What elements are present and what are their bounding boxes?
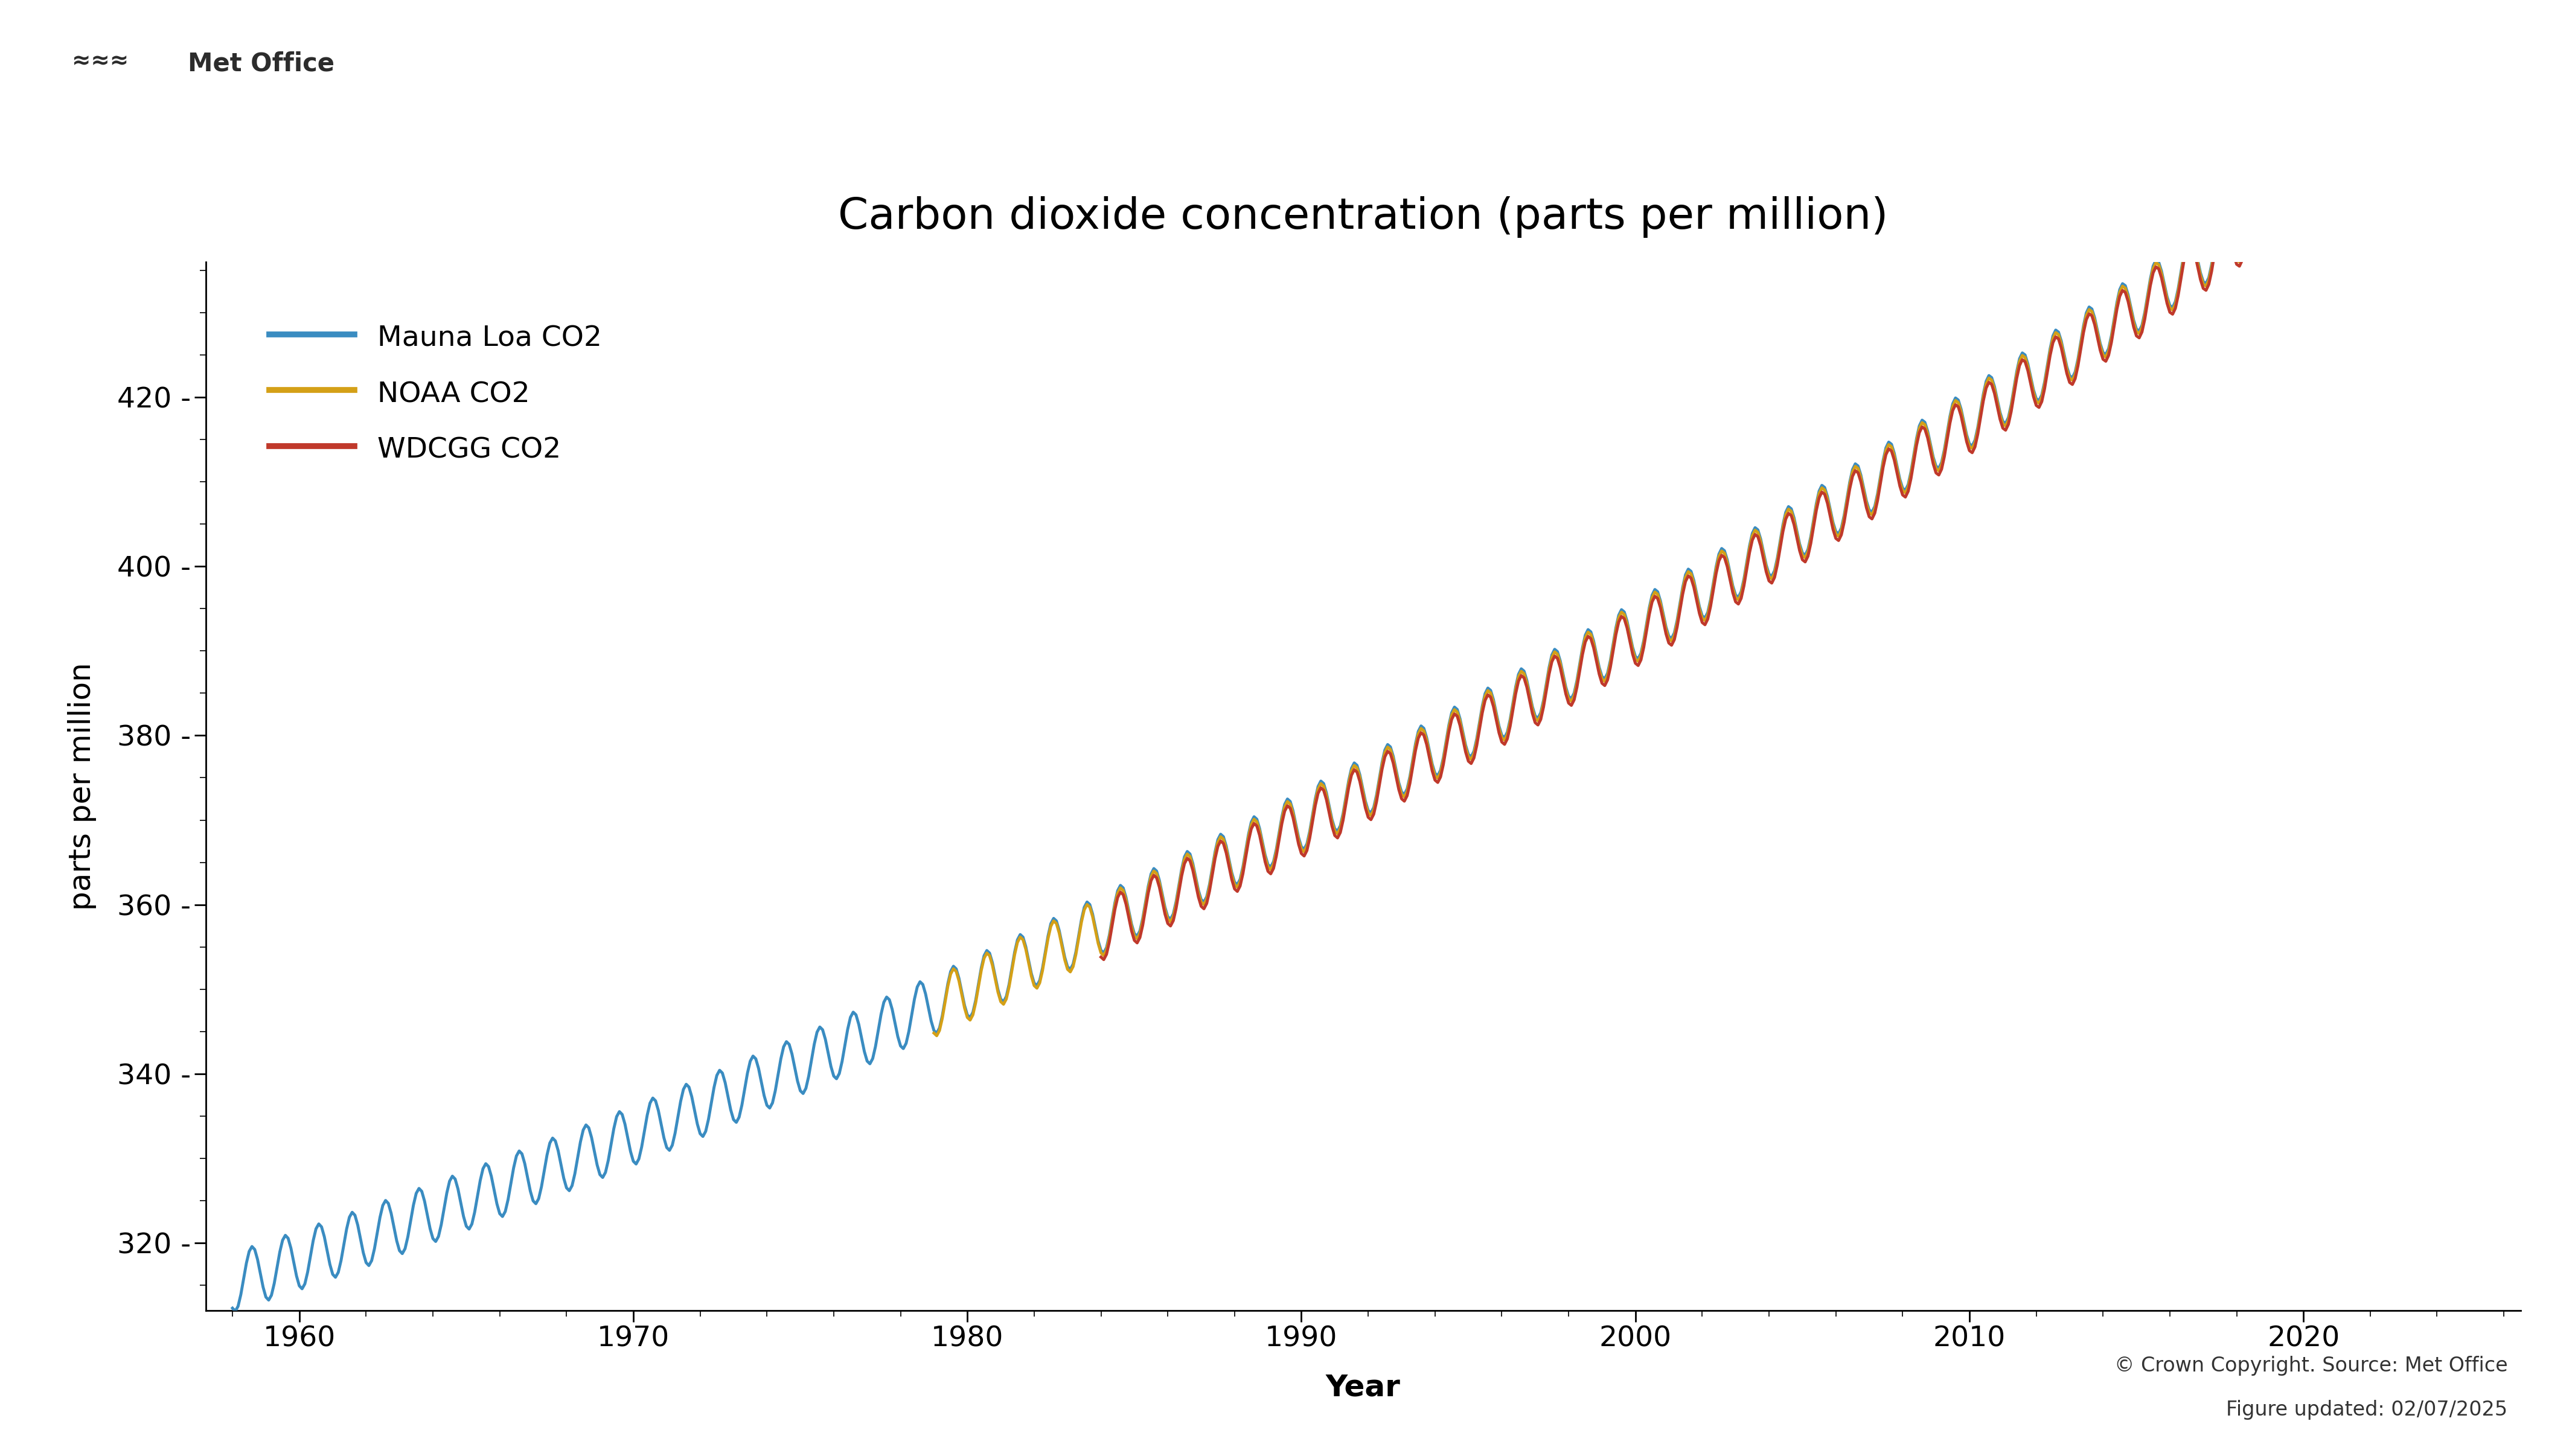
Mauna Loa CO2	[723, 1108, 754, 1125]
Mauna Loa CO2	[219, 1303, 249, 1321]
Mauna Loa CO2	[1705, 540, 1736, 558]
NOAA CO2	[2436, 51, 2467, 68]
WDCGG CO2	[2232, 221, 2263, 239]
Line: Mauna Loa CO2: Mauna Loa CO2	[231, 19, 2487, 1312]
Mauna Loa CO2	[314, 1255, 345, 1273]
WDCGG CO2	[1795, 534, 1826, 552]
NOAA CO2	[2243, 183, 2274, 201]
NOAA CO2	[2464, 60, 2495, 77]
Line: NOAA CO2: NOAA CO2	[934, 41, 2479, 1035]
NOAA CO2	[921, 1026, 952, 1044]
Mauna Loa CO2	[2472, 10, 2503, 28]
NOAA CO2	[1746, 533, 1777, 550]
WDCGG CO2	[2176, 236, 2207, 253]
NOAA CO2	[1029, 946, 1060, 964]
WDCGG CO2	[1762, 556, 1793, 574]
WDCGG CO2	[2441, 36, 2472, 54]
Y-axis label: parts per million: parts per million	[67, 662, 95, 910]
Mauna Loa CO2	[216, 1299, 247, 1316]
Title: Carbon dioxide concentration (parts per million): Carbon dioxide concentration (parts per …	[838, 197, 1888, 237]
NOAA CO2	[2271, 163, 2302, 181]
Mauna Loa CO2	[1438, 699, 1469, 716]
Legend: Mauna Loa CO2, NOAA CO2, WDCGG CO2: Mauna Loa CO2, NOAA CO2, WDCGG CO2	[255, 307, 617, 479]
WDCGG CO2	[1654, 635, 1685, 652]
Text: Figure updated: 02/07/2025: Figure updated: 02/07/2025	[2227, 1399, 2508, 1420]
NOAA CO2	[1458, 745, 1489, 763]
Mauna Loa CO2	[481, 1195, 512, 1213]
Text: © Crown Copyright. Source: Met Office: © Crown Copyright. Source: Met Office	[2114, 1356, 2508, 1376]
WDCGG CO2	[1085, 948, 1116, 965]
Text: Met Office: Met Office	[188, 51, 334, 76]
Mauna Loa CO2	[1723, 588, 1754, 606]
Text: ≈≈≈: ≈≈≈	[72, 51, 129, 73]
X-axis label: Year: Year	[1325, 1373, 1402, 1402]
NOAA CO2	[918, 1025, 949, 1042]
WDCGG CO2	[2266, 198, 2297, 215]
WDCGG CO2	[2449, 60, 2479, 77]
WDCGG CO2	[1088, 951, 1119, 968]
NOAA CO2	[2441, 32, 2472, 50]
Line: WDCGG CO2: WDCGG CO2	[1101, 45, 2464, 960]
